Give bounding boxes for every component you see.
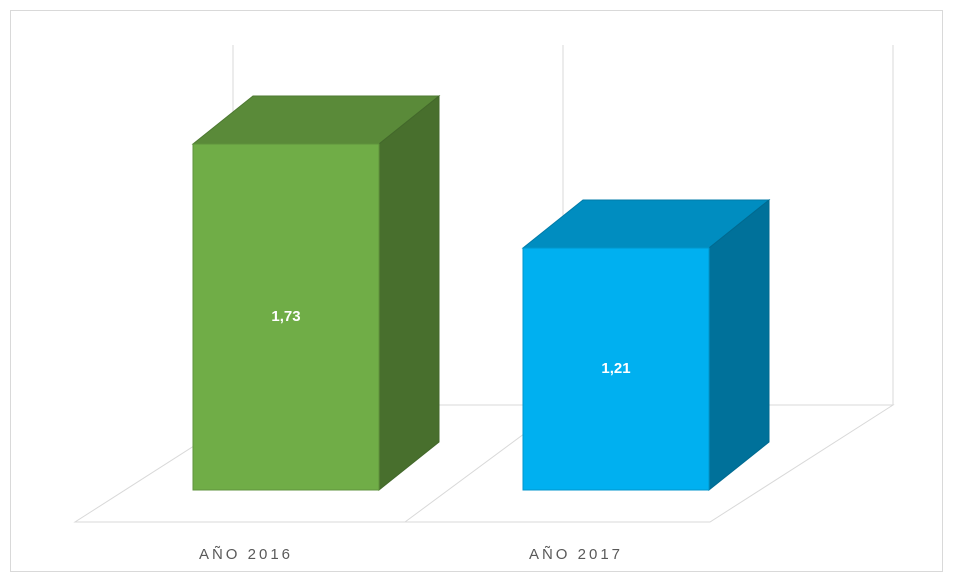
data-label: 1,21 — [601, 360, 630, 377]
x-tick-label: AÑO 2016 — [199, 546, 293, 563]
x-tick-label: AÑO 2017 — [529, 546, 623, 563]
bar-side — [378, 94, 440, 492]
chart-frame — [10, 10, 943, 572]
bar-side — [708, 198, 770, 492]
data-label: 1,73 — [271, 308, 300, 325]
bar — [522, 247, 710, 491]
bar — [192, 143, 380, 491]
